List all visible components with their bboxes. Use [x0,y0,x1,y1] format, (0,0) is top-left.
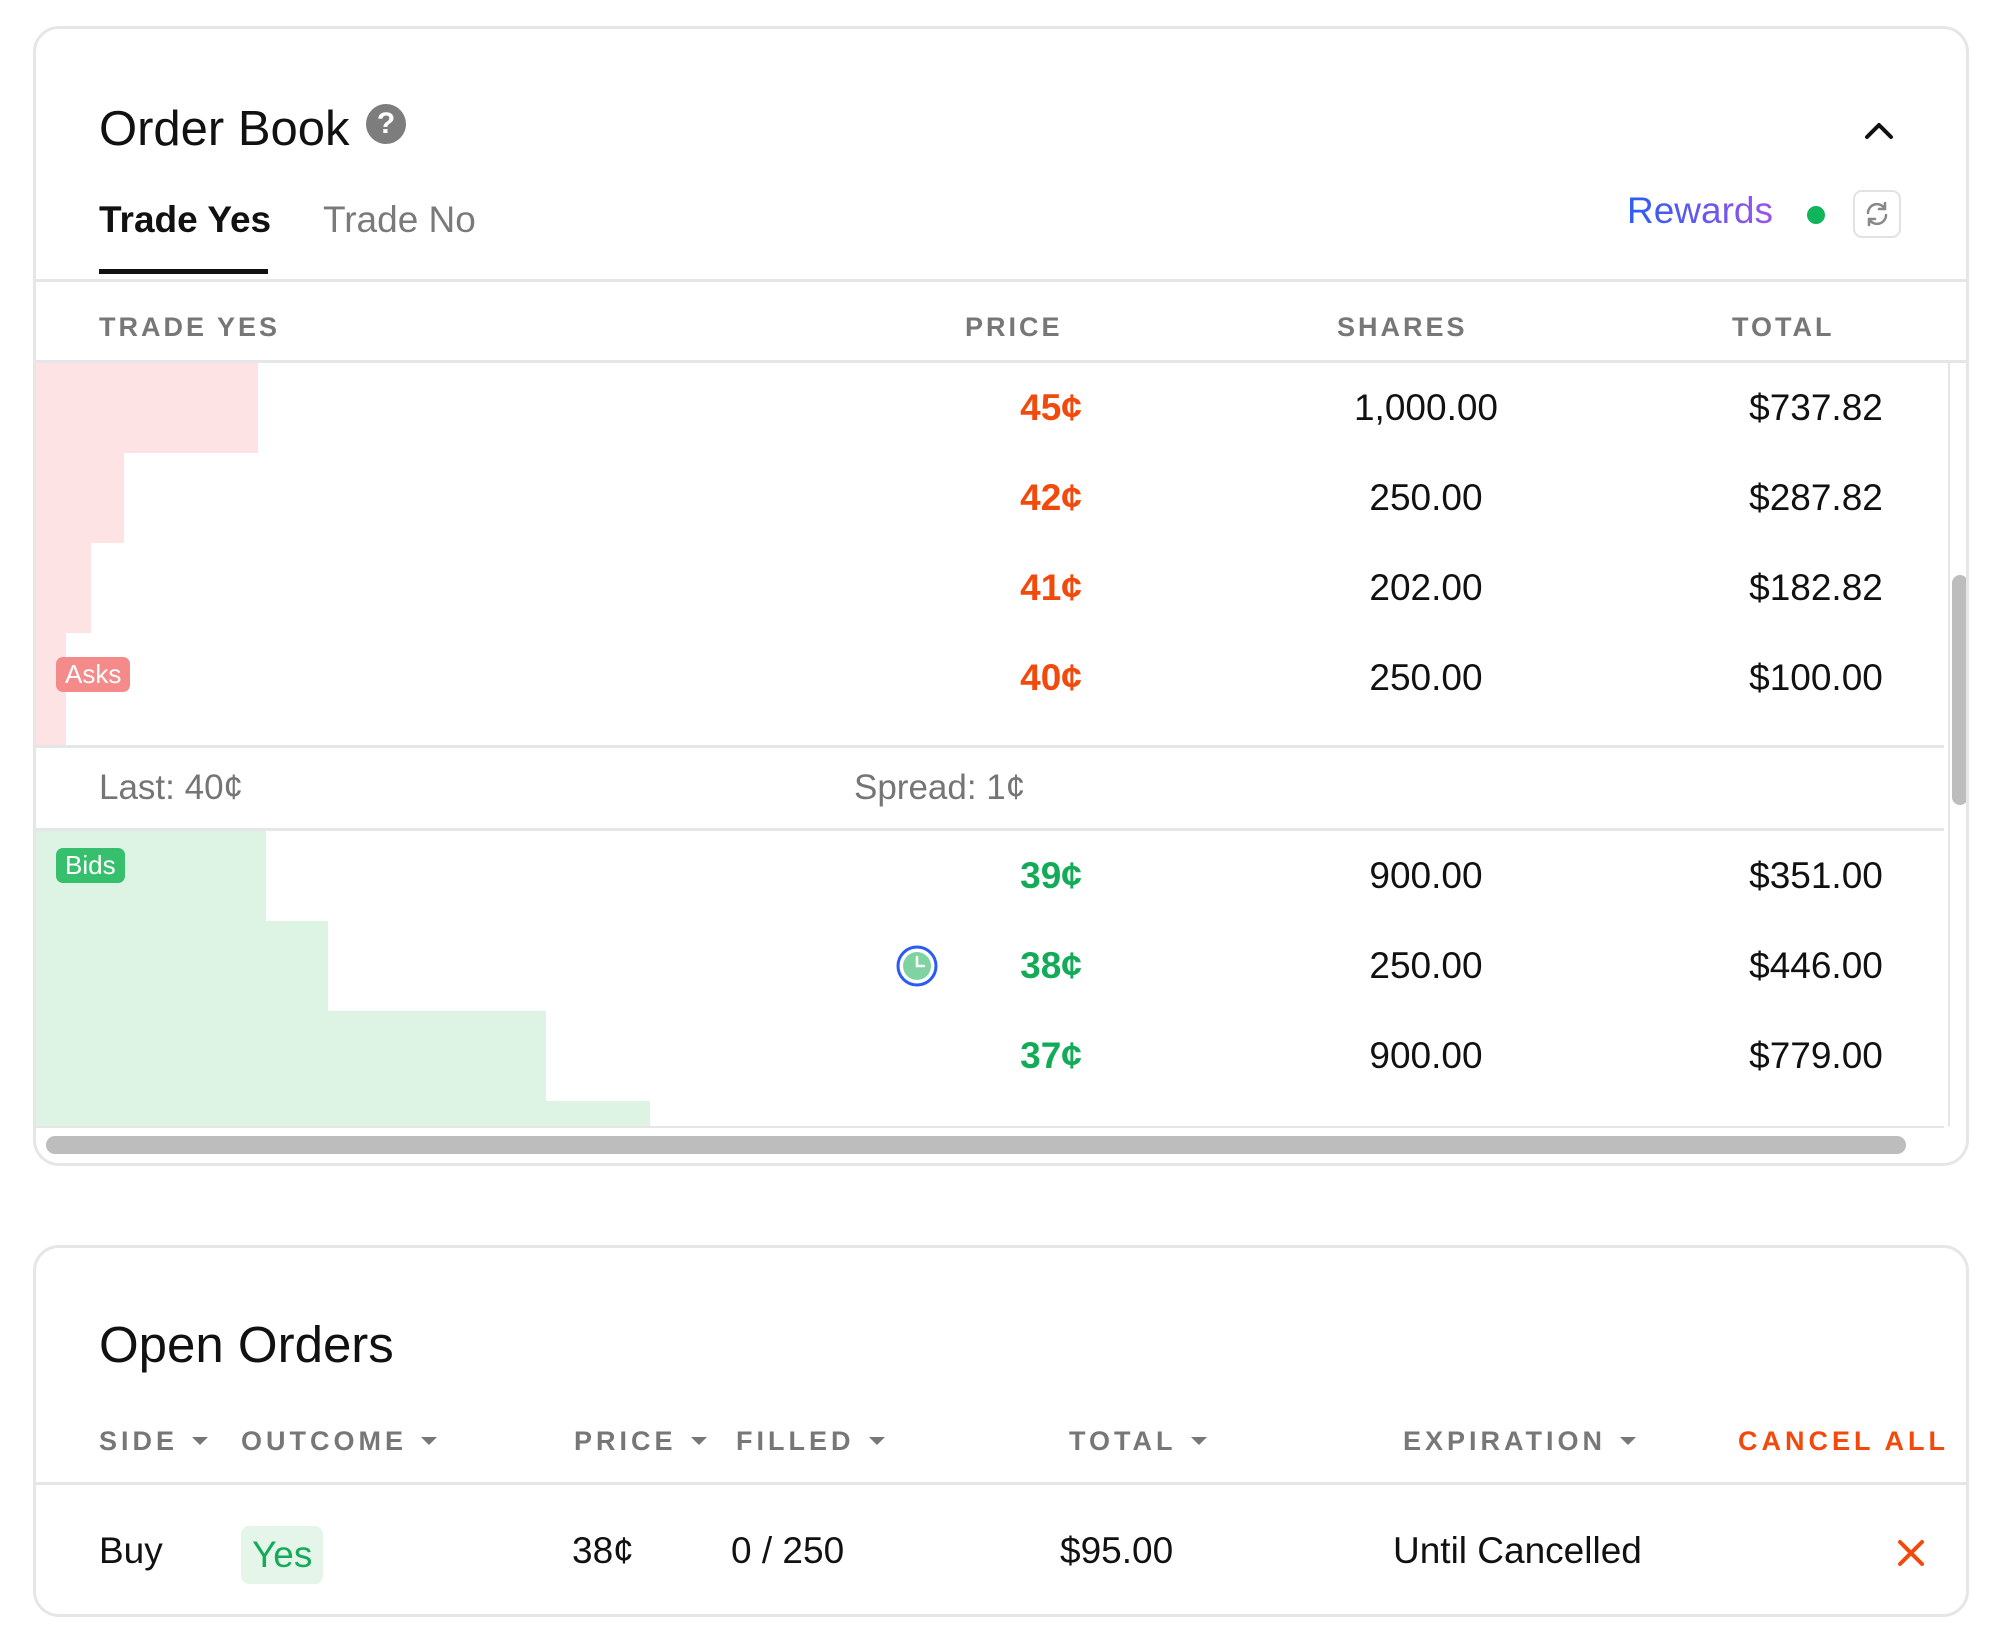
bid-row[interactable]: 38¢ 250.00 $446.00 [36,921,1944,1011]
order-book-panel: Order Book ? Trade Yes Trade No Rewards … [33,26,1969,1166]
ask-row[interactable]: 41¢ 202.00 $182.82 [36,543,1944,633]
bid-total: $351.00 [1749,855,1883,896]
column-header-filled: FILLED [736,1426,855,1456]
bid-row[interactable]: 36¢ 450.00 $941.00 [36,1101,1944,1126]
bid-row[interactable]: 37¢ 900.00 $779.00 [36,1011,1944,1101]
chevron-up-icon[interactable] [1857,109,1901,153]
caret-down-icon [690,1436,707,1445]
close-icon[interactable] [1892,1534,1930,1572]
open-orders-divider [36,1482,1966,1485]
bid-total: $779.00 [1749,1035,1883,1076]
order-expiration: Until Cancelled [1393,1530,1642,1571]
horizontal-scrollbar[interactable] [36,1126,1944,1163]
ask-depth-bar [36,453,124,543]
column-header-total: TOTAL [1732,312,1835,342]
bid-price: 38¢ [1020,945,1082,986]
column-header-total: TOTAL [1069,1426,1177,1456]
bid-price: 37¢ [1020,1035,1082,1076]
cancel-all-button[interactable]: CANCEL ALL [1738,1426,1949,1456]
bid-row[interactable]: 39¢ 900.00 $351.00 [36,831,1944,921]
bid-shares: 250.00 [1369,945,1483,986]
active-tab-indicator [99,269,268,274]
sort-side[interactable]: SIDE [99,1426,209,1457]
ask-row[interactable]: 42¢ 250.00 $287.82 [36,453,1944,543]
tab-trade-no[interactable]: Trade No [323,199,476,240]
caret-down-icon [192,1436,209,1445]
column-header-side: SIDE [99,1426,179,1456]
refresh-button[interactable] [1853,190,1901,238]
bid-price: 36¢ [976,1101,1126,1126]
column-header-shares: SHARES [1337,312,1468,342]
column-header-price: PRICE [574,1426,677,1456]
rewards-link[interactable]: Rewards [1627,190,1773,231]
bid-depth-bar [36,1101,650,1126]
caret-down-icon [421,1436,437,1445]
column-header-expiration: EXPIRATION [1403,1426,1607,1456]
order-filled: 0 / 250 [731,1530,845,1571]
last-price: Last: 40¢ [99,768,243,807]
refresh-icon [1866,201,1888,227]
sort-price[interactable]: PRICE [574,1426,707,1457]
caret-down-icon [1190,1436,1207,1445]
bid-shares: 900.00 [1369,855,1483,896]
horizontal-scrollbar-thumb[interactable] [46,1136,1906,1154]
sort-total[interactable]: TOTAL [1069,1426,1207,1457]
bid-shares: 450.00 [1276,1101,1576,1126]
spread-row: Last: 40¢ Spread: 1¢ [36,745,1944,831]
status-dot-icon [1807,206,1825,224]
sort-expiration[interactable]: EXPIRATION [1403,1426,1637,1457]
caret-down-icon [868,1436,885,1445]
column-header-price: PRICE [965,312,1063,342]
asks-badge: Asks [56,657,131,692]
order-side: Buy [99,1530,163,1571]
ask-price: 41¢ [1020,567,1082,608]
bid-total: $446.00 [1749,945,1883,986]
vertical-scrollbar-thumb[interactable] [1952,575,1966,805]
order-book-title: Order Book [99,102,350,156]
vertical-scrollbar[interactable] [1948,363,1966,1126]
ask-total: $182.82 [1749,567,1883,608]
ask-total: $737.82 [1749,387,1883,428]
column-header-outcome: OUTCOME [241,1426,407,1456]
order-price: 38¢ [572,1530,634,1571]
ask-total: $100.00 [1749,657,1883,698]
ask-price: 42¢ [1020,477,1082,518]
column-header-trade-yes: TRADE YES [99,312,281,342]
sort-outcome[interactable]: OUTCOME [241,1426,437,1457]
bid-total: $941.00 [1666,1101,1944,1126]
sort-filled[interactable]: FILLED [736,1426,885,1457]
tab-trade-yes[interactable]: Trade Yes [99,199,272,240]
bid-depth-bar [36,921,328,1011]
clock-icon [896,945,938,987]
ask-depth-bar [36,543,91,633]
ask-depth-bar [36,363,258,453]
bids-badge: Bids [56,848,125,883]
open-orders-panel: Open Orders SIDE OUTCOME PRICE FILLED TO… [33,1245,1969,1617]
ask-price: 45¢ [1020,387,1082,428]
bid-depth-bar [36,1011,546,1101]
order-total: $95.00 [1060,1530,1174,1571]
order-book-table[interactable]: Asks 45¢ 1,000.00 $737.82 42¢ 250.00 $28… [36,363,1944,1126]
ask-price: 40¢ [1020,657,1082,698]
ask-row[interactable]: 45¢ 1,000.00 $737.82 [36,363,1944,453]
open-orders-title: Open Orders [99,1316,394,1373]
ask-row[interactable]: 40¢ 250.00 $100.00 [36,633,1944,723]
bid-price: 39¢ [1020,855,1082,896]
spread-value: Spread: 1¢ [854,768,1026,807]
header-divider [36,360,1966,363]
ask-shares: 250.00 [1369,477,1483,518]
ask-shares: 202.00 [1369,567,1483,608]
caret-down-icon [1620,1436,1637,1445]
order-outcome-badge: Yes [241,1526,324,1584]
bid-shares: 900.00 [1369,1035,1483,1076]
help-icon[interactable]: ? [366,104,406,144]
tabs-divider [36,279,1966,282]
ask-shares: 250.00 [1369,657,1483,698]
ask-shares: 1,000.00 [1353,387,1499,428]
ask-total: $287.82 [1749,477,1883,518]
